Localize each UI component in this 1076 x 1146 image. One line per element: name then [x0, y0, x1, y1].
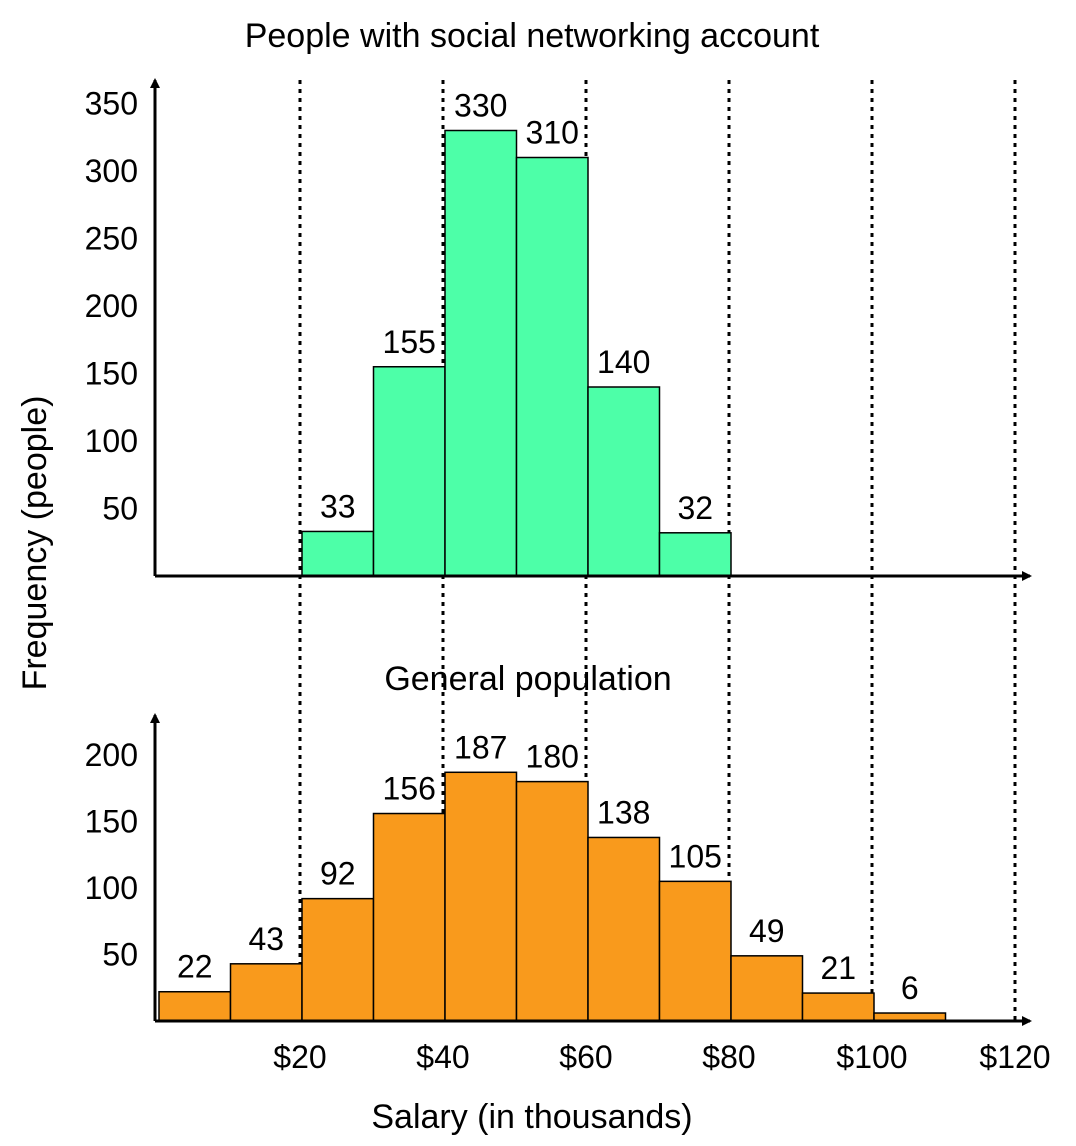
bottom-bar	[301, 897, 375, 1022]
x-tick-label: $120	[979, 1039, 1050, 1075]
top-y-tick-label: 200	[85, 288, 138, 324]
top-bar	[658, 532, 732, 577]
bottom-bar	[444, 771, 518, 1022]
bottom-bar-value-label: 49	[749, 913, 785, 949]
x-axis-label: Salary (in thousands)	[371, 1098, 692, 1136]
top-bar	[587, 386, 661, 577]
x-tick-label: $40	[416, 1039, 469, 1075]
bottom-bar	[801, 992, 875, 1022]
top-y-tick-label: 50	[102, 491, 138, 527]
bottom-bar	[229, 963, 303, 1022]
bottom-bar-value-label: 92	[320, 856, 356, 892]
bottom-bar	[372, 812, 446, 1022]
top-bar	[301, 530, 375, 577]
bottom-bar-value-label: 43	[248, 921, 284, 957]
top-bar-value-label: 330	[454, 88, 507, 124]
bottom-bar-value-label: 105	[669, 838, 722, 874]
axes	[150, 78, 1032, 1026]
top-y-tick-label: 300	[85, 153, 138, 189]
top-chart-title: People with social networking account	[245, 17, 820, 55]
bottom-bar	[515, 780, 589, 1022]
x-tick-label: $20	[273, 1039, 326, 1075]
bottom-bar-value-label: 180	[526, 739, 579, 775]
x-tick-label: $80	[702, 1039, 755, 1075]
bottom-bar	[587, 836, 661, 1022]
top-histogram-bars	[301, 129, 732, 577]
bottom-bar-value-label: 21	[820, 950, 856, 986]
top-bar-value-label: 310	[526, 115, 579, 151]
bottom-bar-value-label: 6	[901, 970, 919, 1006]
x-tick-label: $60	[559, 1039, 612, 1075]
bottom-chart-title: General population	[384, 660, 671, 698]
top-bar-value-label: 140	[597, 344, 650, 380]
top-bar	[372, 366, 446, 577]
top-y-tick-label: 250	[85, 221, 138, 257]
top-y-tick-label: 100	[85, 423, 138, 459]
labels: 33 155 330 310 140 32 50 100 150 200 250 300 350 22 43…	[85, 86, 1051, 1076]
top-bar-value-label: 33	[320, 488, 356, 524]
bottom-histogram-bars	[158, 771, 947, 1022]
top-bar	[515, 156, 589, 577]
bottom-y-tick-label: 200	[85, 737, 138, 773]
bottom-y-tick-label: 150	[85, 804, 138, 840]
top-bar-value-label: 155	[383, 324, 436, 360]
bottom-bar	[158, 990, 232, 1022]
bottom-bar-value-label: 187	[454, 729, 507, 765]
top-bar	[444, 129, 518, 577]
bottom-bar-value-label: 22	[177, 949, 213, 985]
bottom-bar-value-label: 156	[383, 771, 436, 807]
bottom-y-tick-label: 100	[85, 870, 138, 906]
x-tick-label: $100	[836, 1039, 907, 1075]
bottom-bar	[730, 955, 804, 1022]
y-axis-label: Frequency (people)	[16, 396, 54, 691]
top-bar-value-label: 32	[677, 490, 713, 526]
bottom-bar-value-label: 138	[597, 794, 650, 830]
bottom-y-tick-label: 50	[102, 937, 138, 973]
top-y-tick-label: 350	[85, 86, 138, 122]
top-y-tick-label: 150	[85, 356, 138, 392]
bottom-bar	[658, 880, 732, 1022]
